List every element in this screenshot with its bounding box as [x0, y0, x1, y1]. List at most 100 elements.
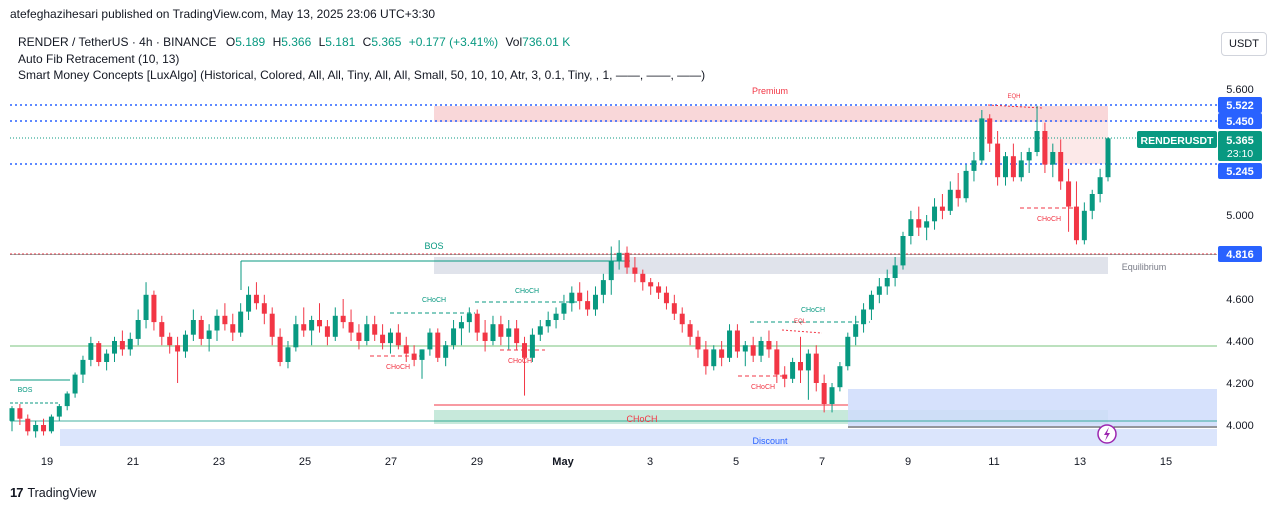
candle — [182, 330, 188, 358]
candle — [293, 315, 299, 352]
candle — [190, 309, 196, 341]
candle — [514, 320, 520, 350]
x-tick-label: 27 — [385, 456, 397, 468]
footer-brand[interactable]: 17 TradingView — [10, 485, 96, 500]
candle — [924, 215, 930, 241]
candle — [443, 341, 449, 367]
last-price-text: 5.365 — [1226, 135, 1254, 147]
replay-lightning-icon[interactable] — [1097, 424, 1117, 444]
publisher-line: atefeghazihesari published on TradingVie… — [10, 7, 436, 21]
candle-body — [222, 315, 228, 325]
candle-body — [947, 189, 953, 211]
candle — [529, 328, 535, 362]
change-value: +0.177 (+3.41%) — [408, 35, 499, 49]
candle-body — [782, 374, 788, 379]
candle-body — [9, 408, 15, 421]
candle — [719, 341, 725, 367]
indicator-fib[interactable]: Auto Fib Retracement (10, 13) — [18, 51, 180, 66]
candle — [663, 286, 669, 310]
discount-box — [848, 389, 1217, 426]
candle-body — [829, 387, 835, 404]
candle — [868, 290, 874, 320]
candle — [356, 324, 362, 350]
candle — [932, 198, 938, 230]
high-label: H — [272, 35, 282, 49]
currency-unit-button[interactable]: USDT — [1221, 32, 1267, 56]
candle — [545, 311, 551, 333]
candle — [1105, 137, 1111, 182]
candle — [230, 313, 236, 341]
candle-body — [427, 332, 433, 350]
candle — [348, 309, 354, 341]
candle — [159, 315, 165, 346]
candle-body — [419, 349, 425, 360]
choch-label-c: CHoCH — [386, 364, 410, 371]
candle — [88, 336, 94, 367]
candle — [616, 240, 622, 270]
indicator-smc[interactable]: Smart Money Concepts [LuxAlgo] (Historic… — [18, 68, 706, 82]
candle — [214, 309, 220, 341]
candle — [56, 404, 62, 421]
candle — [727, 324, 733, 362]
close-value: 5.365 — [371, 35, 402, 49]
ohlc-row: RENDER / TetherUS · 4h · BINANCE O5.189 … — [18, 34, 705, 51]
candle-body — [939, 206, 945, 211]
candles-group — [9, 105, 1111, 438]
choch-label-low: CHoCH — [626, 414, 657, 424]
candle — [64, 391, 70, 411]
candle-body — [577, 292, 583, 302]
candle-body — [88, 343, 94, 360]
symbol-title[interactable]: RENDER / TetherUS · 4h · BINANCE — [18, 35, 217, 49]
candle-body — [301, 324, 307, 331]
candle — [908, 210, 914, 245]
candle — [853, 315, 859, 346]
candle — [671, 294, 677, 320]
candle — [695, 330, 701, 358]
candle-body — [671, 303, 677, 314]
candle — [127, 332, 133, 356]
candle — [466, 307, 472, 333]
candle-body — [679, 313, 685, 325]
y-tick-label: 4.400 — [1226, 336, 1254, 348]
candle — [522, 336, 528, 396]
x-tick-label: 19 — [41, 456, 53, 468]
candle-body — [324, 326, 330, 337]
candle — [395, 324, 401, 350]
candle-body — [750, 345, 756, 356]
candle-body — [592, 294, 598, 310]
candle — [939, 194, 945, 220]
candle-body — [269, 313, 275, 337]
candle — [506, 320, 512, 350]
candle — [766, 330, 772, 358]
volume-label: Vol — [505, 35, 523, 49]
candle — [1002, 152, 1008, 186]
candle-body — [1002, 156, 1008, 178]
candle — [332, 307, 338, 341]
candle — [41, 418, 47, 436]
candle-body — [1073, 206, 1079, 241]
candle-body — [616, 252, 622, 262]
price-tag-5450: 5.450 — [1218, 113, 1262, 129]
candle-body — [41, 425, 47, 432]
candle — [135, 309, 141, 346]
candle-body — [309, 320, 315, 331]
candle — [1081, 202, 1087, 245]
candle — [837, 362, 843, 392]
candle — [821, 374, 827, 413]
candle-body — [805, 353, 811, 371]
candle-body — [214, 315, 220, 331]
candle-body — [868, 294, 874, 310]
eql-label: EQL — [794, 319, 807, 325]
candle — [1034, 105, 1040, 157]
symbol-tag: RENDERUSDT — [1137, 131, 1217, 148]
candle-body — [774, 349, 780, 375]
countdown-text: 23:10 — [1227, 148, 1253, 160]
candle — [1089, 189, 1095, 220]
candle-body — [703, 349, 709, 367]
candle-body — [529, 334, 535, 358]
candle — [900, 231, 906, 270]
candle-body — [1034, 131, 1040, 152]
candle — [206, 324, 212, 352]
